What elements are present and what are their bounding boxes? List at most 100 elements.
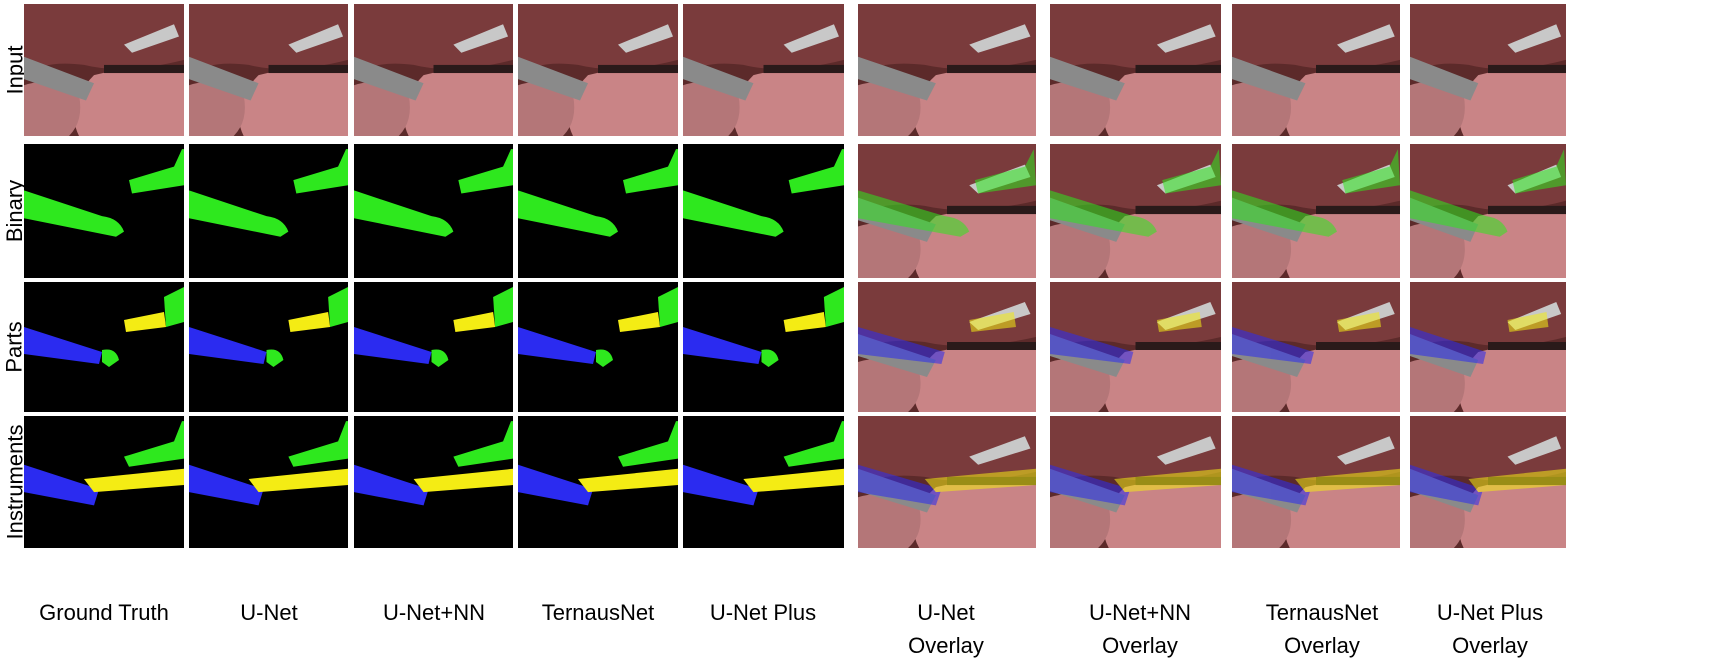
mask-clasper <box>453 312 496 332</box>
panel-image <box>1410 4 1566 136</box>
shadow-band <box>1135 205 1221 215</box>
upper-tissue <box>858 144 1036 217</box>
mask-clasper <box>618 312 660 332</box>
left-tissue <box>24 81 81 136</box>
mask-tool-right <box>788 149 844 194</box>
panel-image <box>858 282 1036 412</box>
panel-image <box>354 4 513 136</box>
mask-instrument-2 <box>84 468 184 493</box>
panel-image <box>24 4 184 136</box>
panel-input-6 <box>858 4 1036 136</box>
left-tissue <box>1410 81 1465 136</box>
mask-wrist-right <box>164 287 184 327</box>
overlay-shaft <box>858 327 945 364</box>
surgical-scene <box>354 4 513 136</box>
panel-image <box>683 149 844 237</box>
instrument-clasper <box>783 24 839 53</box>
mask-instrument-1 <box>683 464 759 506</box>
segmentation-mask <box>354 149 513 237</box>
mask-shaft <box>24 327 102 364</box>
panel-image <box>354 149 513 237</box>
panel-image <box>683 421 844 506</box>
upper-tissue <box>24 4 184 76</box>
panel-binary-5 <box>683 144 844 278</box>
panel-binary-8 <box>1232 144 1400 278</box>
mask-tool-left <box>24 190 124 237</box>
mask-wrist <box>596 349 613 367</box>
bowel-tissue <box>1284 478 1400 548</box>
mask-overlay <box>1050 312 1202 364</box>
panel-image <box>189 287 348 367</box>
panel-image <box>1232 416 1400 548</box>
column-label-unet-plus-overlay: U-Net Plus Overlay <box>1436 600 1544 658</box>
mask-tool-right <box>623 149 678 194</box>
column-label-ternausnet-overlay: TernausNet Overlay <box>1265 600 1379 658</box>
instrument-clasper <box>1337 24 1395 53</box>
mask-overlay <box>858 464 1036 506</box>
mask-overlay <box>1232 464 1400 506</box>
upper-tissue <box>1050 416 1221 488</box>
panel-input-3 <box>354 4 513 136</box>
mask-overlay <box>1410 464 1566 506</box>
upper-tissue <box>858 416 1036 488</box>
panel-parts-2 <box>189 282 348 412</box>
panel-image <box>354 287 513 367</box>
panel-image <box>1050 4 1221 136</box>
instrument-shaft <box>683 56 754 101</box>
upper-tissue <box>1050 144 1221 217</box>
instrument-clasper <box>1156 24 1216 53</box>
panel-instruments-6 <box>858 416 1036 548</box>
upper-tissue <box>1232 4 1400 76</box>
bowel-tissue <box>238 66 348 136</box>
instrument-clasper <box>1337 436 1395 465</box>
instrument-shaft <box>858 56 936 101</box>
shadow-band <box>104 64 184 74</box>
shadow-band <box>1316 342 1400 350</box>
segmentation-mask <box>354 421 513 506</box>
left-tissue <box>1232 358 1292 412</box>
surgical-scene <box>24 4 184 136</box>
panel-input-9 <box>1410 4 1566 136</box>
overlay-clasper <box>1337 312 1382 332</box>
panel-input-7 <box>1050 4 1221 136</box>
panel-image <box>858 144 1036 278</box>
left-tissue <box>1232 493 1292 548</box>
panel-image <box>24 421 184 506</box>
upper-tissue <box>1232 416 1400 488</box>
panel-image <box>354 421 513 506</box>
mask-wrist-right <box>823 287 844 327</box>
panel-binary-9 <box>1410 144 1566 278</box>
bowel-tissue <box>568 66 678 136</box>
panel-image <box>189 421 348 506</box>
mask-shaft <box>354 327 432 364</box>
overlay-tool-left <box>1232 190 1337 237</box>
bowel-tissue <box>1103 478 1221 548</box>
upper-tissue <box>1410 144 1566 217</box>
panel-image <box>24 287 184 367</box>
bowel-tissue <box>913 66 1036 136</box>
mask-shaft <box>189 327 267 364</box>
left-tissue <box>1050 358 1111 412</box>
panel-instruments-5 <box>683 416 844 548</box>
segmentation-mask <box>354 287 513 367</box>
instrument-clasper <box>124 24 179 53</box>
segmentation-mask <box>518 421 678 506</box>
panel-image <box>1232 282 1400 412</box>
panel-image <box>189 149 348 237</box>
bowel-tissue <box>1103 66 1221 136</box>
panel-image <box>518 287 678 367</box>
shadow-band <box>947 205 1036 215</box>
column-label-unet-nn-overlay: U-Net+NN Overlay <box>1088 600 1192 658</box>
left-tissue <box>1410 223 1465 278</box>
panel-parts-8 <box>1232 282 1400 412</box>
surgical-scene <box>683 4 844 136</box>
upper-tissue <box>1410 416 1566 488</box>
mask-instrument-2 <box>743 468 844 493</box>
surgical-scene <box>1050 144 1221 278</box>
mask-overlay <box>858 149 1036 237</box>
panel-image <box>1232 144 1400 278</box>
panel-parts-6 <box>858 282 1036 412</box>
panel-input-2 <box>189 4 348 136</box>
mask-instrument-1 <box>24 464 99 506</box>
